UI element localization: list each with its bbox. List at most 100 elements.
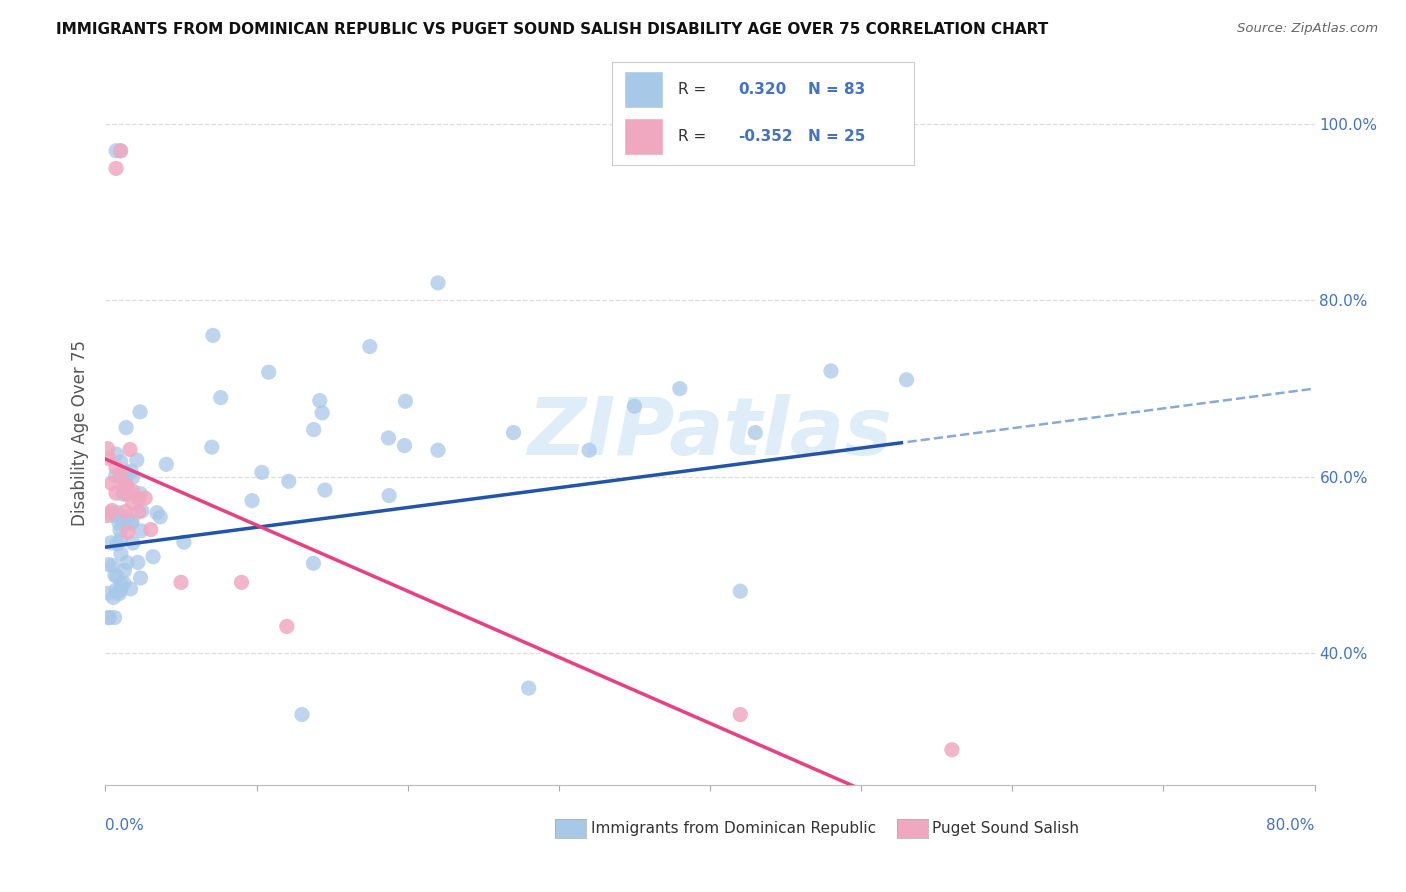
Point [105,144,128,158]
Point [146,506,169,520]
Point [97,610,120,624]
Point [110,547,132,561]
Point [129,405,152,419]
Point [118,442,141,457]
Text: Immigrants from Dominican Republic: Immigrants from Dominican Republic [591,822,876,836]
Point [120,464,142,478]
Point [100,505,122,519]
Point [209,391,232,405]
Point [127,555,149,569]
Point [122,484,145,499]
Point [112,564,135,578]
Point [96,508,118,523]
Point [121,470,143,484]
Point [108,516,131,531]
Text: R =: R = [678,81,711,96]
Point [121,496,143,510]
FancyBboxPatch shape [624,118,664,155]
Point [277,475,299,489]
Point [129,524,152,538]
Point [117,525,139,540]
Text: -0.352: -0.352 [738,128,793,144]
Point [117,511,139,525]
Point [114,504,136,518]
Point [105,569,128,583]
Text: 80.0%: 80.0% [1267,818,1315,832]
Point [291,707,314,722]
Point [131,504,153,518]
Point [108,524,131,538]
Point [896,373,918,387]
Text: N = 25: N = 25 [808,128,866,144]
Point [115,556,138,570]
Point [101,503,124,517]
Point [820,364,842,378]
Point [155,458,177,472]
Point [100,476,122,491]
Point [103,591,125,605]
Point [115,420,138,434]
Point [231,575,253,590]
Point [104,568,127,582]
Point [730,584,752,599]
Point [173,535,195,549]
Point [97,558,120,572]
Point [101,508,124,523]
Point [110,533,132,547]
Point [276,619,298,633]
Point [669,382,692,396]
Point [394,394,416,409]
Point [114,480,136,494]
Point [302,423,325,437]
Point [427,443,450,458]
Point [104,610,127,624]
Point [104,583,127,598]
Text: R =: R = [678,128,711,144]
Point [129,571,152,585]
Point [250,466,273,480]
Point [308,393,330,408]
Point [97,451,120,466]
Point [128,491,150,506]
Point [110,576,132,591]
Point [105,161,128,176]
Point [257,365,280,379]
Point [134,491,156,505]
Point [142,549,165,564]
Point [97,442,120,456]
Point [578,443,600,458]
Point [125,453,148,467]
Point [121,536,143,550]
Point [105,537,128,551]
Point [359,340,381,354]
Point [120,516,142,531]
Point [110,512,132,526]
Point [121,515,143,529]
Point [110,455,132,469]
Point [104,486,127,500]
Point [105,460,128,475]
Point [201,328,224,343]
Point [110,144,132,158]
Point [115,465,138,479]
Point [149,509,172,524]
Point [240,493,263,508]
Text: Source: ZipAtlas.com: Source: ZipAtlas.com [1237,22,1378,36]
Point [97,586,120,600]
Point [128,505,150,519]
Point [302,556,325,570]
Point [517,681,540,695]
Point [110,469,132,483]
Point [100,535,122,549]
Point [311,406,333,420]
Point [115,487,138,501]
Point [377,431,399,445]
Point [623,399,645,413]
Point [114,473,136,487]
Point [139,523,162,537]
Point [112,576,135,591]
Point [101,558,124,573]
Point [941,742,963,756]
Text: 0.0%: 0.0% [105,818,145,832]
Point [120,582,142,596]
